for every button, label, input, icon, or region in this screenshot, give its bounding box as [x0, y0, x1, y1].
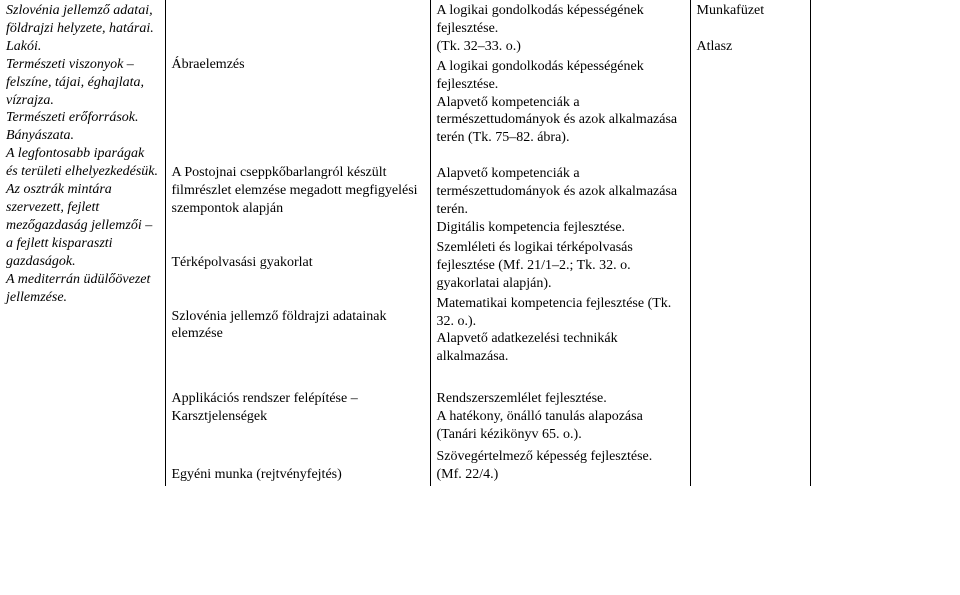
text: Egyéni munka (rejtvényfejtés) [172, 466, 424, 484]
text: Alapvető adatkezelési technikák alkalmaz… [437, 330, 684, 366]
cell-col4 [690, 368, 810, 486]
text: Matematikai kompetencia fejlesztése (Tk.… [437, 295, 684, 331]
text: A Postojnai cseppkőbarlangról készült fi… [172, 164, 424, 218]
text: Szlovénia jellemző földrajzi adatainak e… [172, 308, 424, 344]
text: A legfontosabb iparágak és területi elhe… [6, 145, 159, 181]
text: Természeti viszonyok – felszíne, tájai, … [6, 56, 159, 110]
cell-col5 [810, 368, 960, 486]
cell-col1: Szlovénia jellemző adatai, földrajzi hel… [0, 0, 165, 368]
text: Szlovénia jellemző adatai, földrajzi hel… [6, 2, 159, 38]
table-row: Applikációs rendszer felépítése – Karszt… [0, 368, 960, 486]
text: Munkafüzet [697, 2, 804, 20]
text: Atlasz [697, 38, 804, 56]
text: Rendszerszemlélet fejlesztése. [437, 390, 684, 408]
text: A mediterrán üdülőövezet jellemzése. [6, 271, 159, 307]
cell-col3: A logikai gondolkodás képességének fejle… [430, 0, 690, 368]
text: Ábraelemzés [172, 56, 424, 74]
text: Alapvető kompetenciák a természettudomán… [437, 94, 684, 148]
cell-col3: Rendszerszemlélet fejlesztése. A hatékon… [430, 368, 690, 486]
cell-col2: Ábraelemzés A Postojnai cseppkőbarlangró… [165, 0, 430, 368]
text: Szövegértelmező képesség fejlesztése. [437, 448, 684, 466]
text: Az osztrák mintára szervezett, fejlett m… [6, 181, 159, 271]
text: Bányászata. [6, 127, 159, 145]
text: Digitális kompetencia fejlesztése. [437, 219, 684, 237]
text: A hatékony, önálló tanulás alapozása (Ta… [437, 408, 684, 444]
text: Applikációs rendszer felépítése – Karszt… [172, 390, 424, 426]
text: Lakói. [6, 38, 159, 56]
text: (Tk. 32–33. o.) [437, 38, 684, 56]
table-row: Szlovénia jellemző adatai, földrajzi hel… [0, 0, 960, 368]
cell-col4: Munkafüzet Atlasz [690, 0, 810, 368]
text: Térképolvasási gyakorlat [172, 254, 424, 272]
cell-col1 [0, 368, 165, 486]
text: (Mf. 22/4.) [437, 466, 684, 484]
text: A logikai gondolkodás képességének fejle… [437, 58, 684, 94]
text: A logikai gondolkodás képességének fejle… [437, 2, 684, 38]
document-table: Szlovénia jellemző adatai, földrajzi hel… [0, 0, 960, 486]
cell-col2: Applikációs rendszer felépítése – Karszt… [165, 368, 430, 486]
text: Természeti erőforrások. [6, 109, 159, 127]
cell-col5 [810, 0, 960, 368]
text: Alapvető kompetenciák a természettudomán… [437, 165, 684, 219]
text: Szemléleti és logikai térképolvasás fejl… [437, 239, 684, 293]
